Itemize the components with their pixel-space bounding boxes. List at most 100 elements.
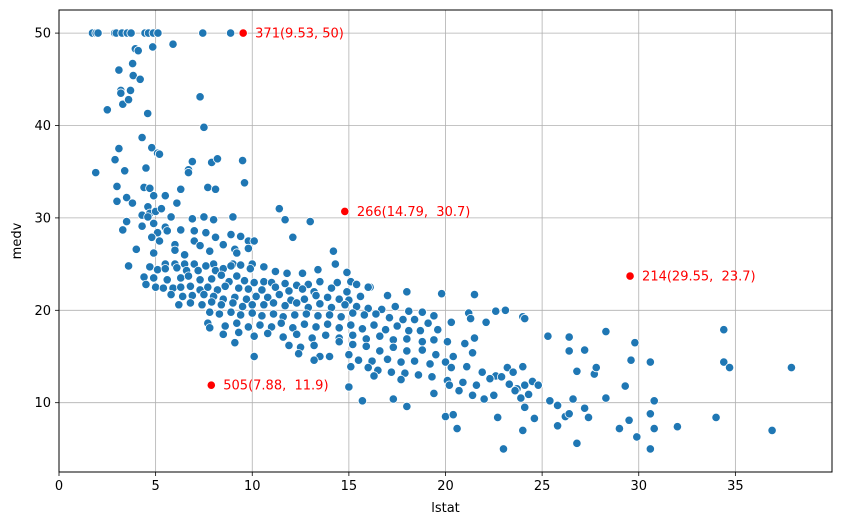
data-point <box>466 314 476 324</box>
highlight-point <box>340 206 350 217</box>
data-point <box>205 246 215 256</box>
data-point <box>135 74 145 84</box>
y-tick-label: 50 <box>34 27 51 42</box>
data-point <box>496 372 507 382</box>
data-point <box>375 346 385 356</box>
data-point <box>214 309 224 319</box>
data-point <box>491 306 501 316</box>
data-point <box>440 357 451 367</box>
data-point <box>620 381 630 391</box>
data-point <box>767 425 777 436</box>
data-point <box>122 192 132 203</box>
x-tick-label: 15 <box>341 479 358 494</box>
data-point <box>518 362 528 372</box>
data-point <box>168 39 178 49</box>
data-point <box>239 178 250 188</box>
data-point <box>518 425 528 436</box>
data-point <box>431 350 441 360</box>
highlight-point <box>206 380 216 390</box>
data-point <box>344 350 354 360</box>
data-point <box>249 277 259 288</box>
data-point <box>467 348 478 358</box>
data-point <box>203 282 213 292</box>
data-point <box>564 409 574 419</box>
data-point <box>301 309 311 319</box>
data-point <box>114 144 124 154</box>
data-point <box>342 267 352 278</box>
data-point <box>564 332 574 342</box>
data-point <box>226 261 236 271</box>
data-point <box>786 362 797 373</box>
data-point <box>276 318 286 328</box>
data-point <box>195 275 205 285</box>
data-point <box>321 330 331 340</box>
data-point <box>125 85 136 95</box>
data-point <box>359 310 369 320</box>
data-point <box>292 298 302 308</box>
data-point <box>156 204 167 214</box>
data-point <box>228 212 238 222</box>
data-point <box>402 287 412 297</box>
data-point <box>446 317 456 327</box>
data-point <box>122 216 132 227</box>
data-point <box>429 335 439 345</box>
data-point <box>178 291 188 302</box>
data-point <box>462 362 472 372</box>
data-point <box>632 432 642 442</box>
data-point <box>128 71 138 81</box>
data-point <box>404 326 414 336</box>
data-point <box>516 393 526 403</box>
data-point <box>413 370 424 380</box>
data-point <box>500 305 511 315</box>
data-point <box>334 323 344 333</box>
data-point <box>185 298 196 308</box>
data-point <box>330 259 340 269</box>
data-point <box>469 333 480 343</box>
data-point <box>172 263 182 273</box>
data-point <box>369 320 379 330</box>
data-point <box>226 307 236 317</box>
data-point <box>409 314 420 325</box>
data-point <box>545 396 555 406</box>
data-point <box>243 322 253 332</box>
data-point <box>198 28 208 38</box>
data-point <box>180 250 190 260</box>
data-point <box>498 444 509 454</box>
data-point <box>247 300 257 310</box>
data-point <box>123 261 134 271</box>
data-point <box>386 367 396 377</box>
data-point <box>263 328 273 338</box>
data-point <box>228 298 238 308</box>
data-point <box>344 382 354 392</box>
data-point <box>390 302 400 312</box>
data-point <box>216 300 226 310</box>
data-point <box>209 215 219 225</box>
data-point <box>402 334 412 344</box>
data-point <box>185 281 196 291</box>
data-point <box>274 204 284 214</box>
data-point <box>149 273 159 283</box>
data-point <box>137 221 147 231</box>
y-axis-label: medv <box>10 222 25 259</box>
data-point <box>195 92 205 102</box>
data-points <box>87 28 797 454</box>
data-point <box>232 248 242 258</box>
data-point <box>203 182 213 193</box>
data-point <box>452 423 462 434</box>
data-point <box>427 372 437 382</box>
data-point <box>212 154 223 164</box>
data-point <box>151 282 161 292</box>
data-point <box>162 226 172 236</box>
data-point <box>375 331 385 341</box>
data-point <box>160 264 170 274</box>
data-point <box>249 236 259 246</box>
data-point <box>255 320 265 330</box>
data-point <box>334 294 344 304</box>
data-point <box>440 411 451 422</box>
data-point <box>128 58 138 69</box>
data-point <box>580 403 590 413</box>
data-point <box>552 400 563 411</box>
data-point <box>583 412 594 423</box>
data-point <box>444 380 454 390</box>
data-point <box>369 371 379 381</box>
